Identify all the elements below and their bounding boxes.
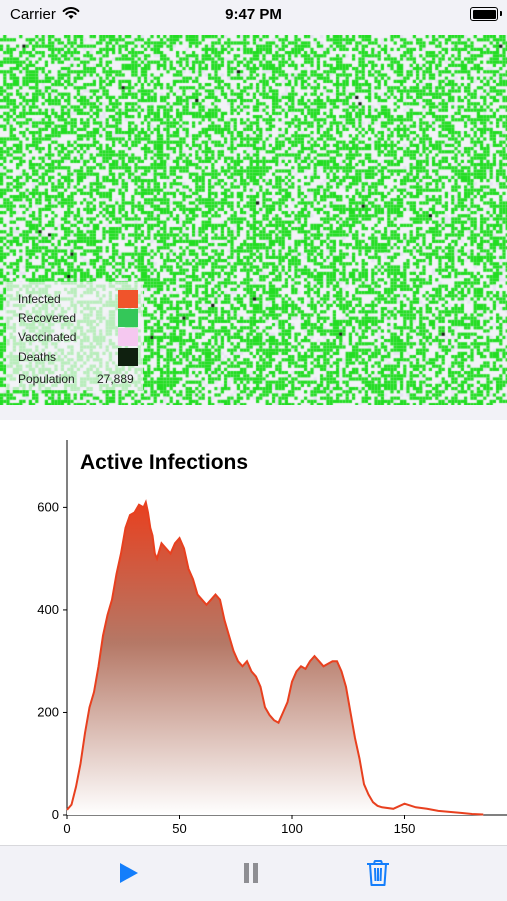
trash-button[interactable] xyxy=(363,858,393,888)
x-tick-label: 50 xyxy=(172,821,186,836)
trash-icon xyxy=(367,860,389,886)
legend-label-infected: Infected xyxy=(18,292,61,306)
y-tick-label: 0 xyxy=(52,807,59,822)
population-label: Population xyxy=(18,372,75,386)
x-tick-label: 0 xyxy=(63,821,70,836)
legend-swatch-recovered xyxy=(118,309,138,327)
legend-label-recovered: Recovered xyxy=(18,311,77,325)
y-tick-label: 600 xyxy=(37,499,59,514)
wifi-icon xyxy=(62,7,80,19)
chart-panel: 0 200 400 600 0 50 100 150 Active Infections xyxy=(0,420,507,845)
x-tick-label: 100 xyxy=(281,821,303,836)
legend-label-vaccinated: Vaccinated xyxy=(18,330,77,344)
legend: Infected Recovered Vaccinated Deaths Pop… xyxy=(6,282,143,390)
carrier-label: Carrier xyxy=(10,6,56,23)
y-tick-label: 400 xyxy=(37,602,59,617)
clock: 9:47 PM xyxy=(225,6,282,23)
play-icon xyxy=(120,863,138,883)
infections-line xyxy=(66,499,484,816)
simulation-panel: Infected Recovered Vaccinated Deaths Pop… xyxy=(0,32,507,420)
legend-swatch-vaccinated xyxy=(118,328,138,346)
play-button[interactable] xyxy=(113,858,143,888)
active-infections-chart: 0 200 400 600 0 50 100 150 xyxy=(37,440,507,836)
y-tick-label: 200 xyxy=(37,704,59,719)
population-value: 27,889 xyxy=(97,372,134,386)
chart-title: Active Infections xyxy=(80,451,249,474)
legend-swatch-infected xyxy=(118,290,138,308)
x-tick-label: 150 xyxy=(394,821,416,836)
legend-swatch-deaths xyxy=(118,348,138,366)
legend-label-deaths: Deaths xyxy=(18,350,57,364)
bottom-toolbar xyxy=(0,845,507,901)
battery-icon xyxy=(470,7,502,21)
pause-icon xyxy=(244,863,258,883)
pause-button[interactable] xyxy=(236,858,266,888)
status-bar: Carrier 9:47 PM xyxy=(0,0,507,32)
infections-area xyxy=(67,502,484,815)
